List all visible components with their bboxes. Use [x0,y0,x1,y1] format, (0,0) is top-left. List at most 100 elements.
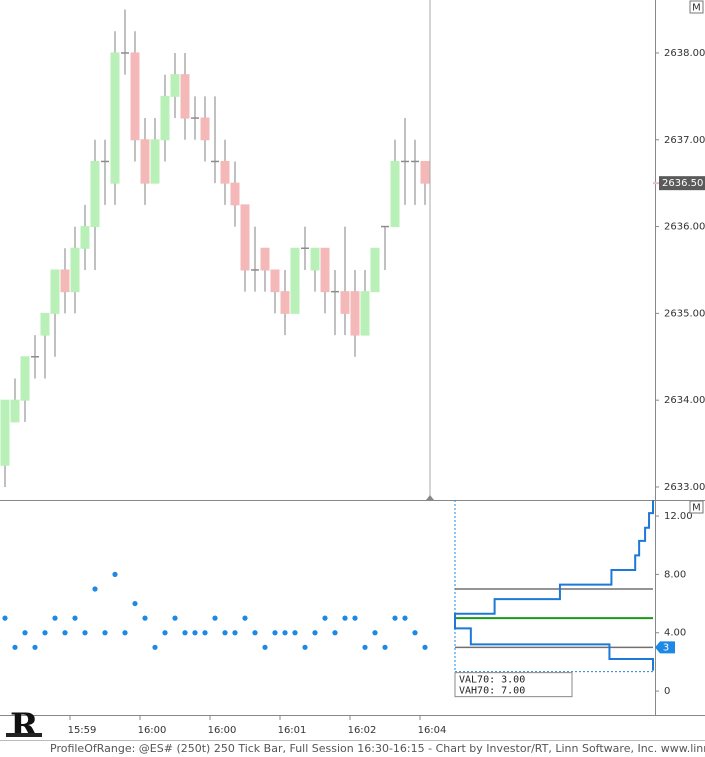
dot [122,630,128,636]
dot [312,630,318,636]
dot [362,644,368,650]
y-tick-label: 2634.00 [664,395,705,406]
last-price-box [659,176,705,191]
dot [302,644,308,650]
logo-r: R [10,706,39,746]
candle-body [350,291,360,336]
dot [322,615,328,621]
footer: ProfileOfRange: @ES# (250t) 250 Tick Bar… [50,742,705,755]
vah-label: VAH70: 7.00 [459,686,525,697]
candle-body [180,74,190,119]
dot [132,600,138,607]
candle-body [170,74,180,97]
x-tick-label: 16:04 [418,725,447,736]
dot [192,630,198,636]
dot [342,615,348,621]
dot [172,615,178,621]
candle-body [10,399,20,423]
dot [272,630,278,636]
candle-body [360,291,370,336]
dot [112,571,118,577]
last-value-marker [655,641,675,654]
dot [252,630,258,636]
dot [142,615,148,621]
candle-body [150,139,160,184]
candle-body [60,269,70,293]
dot [332,630,338,636]
dot [52,615,58,621]
dot [372,630,378,636]
candle-body [240,204,250,271]
y-tick-label: 2638.00 [664,48,705,59]
x-tick-label: 16:00 [138,725,167,736]
y-tick-label: 2635.00 [664,308,705,319]
dot [32,644,38,650]
dot [292,630,298,636]
dot [182,630,188,636]
dot [402,615,408,621]
candle-body [310,247,320,271]
candle-body [130,52,140,141]
dot [62,630,68,636]
logo: R [6,706,42,746]
panel-button-label: M [692,3,701,14]
dot [262,644,268,650]
dot [212,615,218,621]
dot [42,630,48,636]
candle-body [290,247,300,314]
dot [152,644,158,650]
profile-line [454,500,654,671]
candle-body [370,247,380,293]
dot [422,644,428,650]
val-label: VAL70: 3.00 [459,675,525,686]
logo-bar [6,733,42,737]
dot [72,615,78,621]
candle-body [40,312,50,336]
dot [162,630,168,636]
candle-body [320,247,330,293]
x-tick-label: 16:00 [208,725,237,736]
candle-body [50,269,60,314]
last-value-label: 3 [663,642,669,653]
cursor-marker [426,495,434,500]
dot [232,630,238,636]
dot [12,644,18,650]
candle-body [270,269,280,293]
dot [22,630,28,636]
candle-body [70,247,80,293]
candle-body [160,95,170,141]
dot [282,630,288,636]
value-area-box [454,672,573,698]
dot [102,630,108,636]
x-tick-label: 15:59 [68,725,97,736]
candle-body [0,399,10,466]
last-price-label: 2636.50 [662,178,703,189]
candle-body [200,117,210,141]
candle-body [20,356,30,401]
panel-button[interactable] [689,0,704,14]
candle-body [280,291,290,314]
panel-button[interactable] [689,500,704,514]
dot [382,644,388,650]
candle-body [260,247,270,271]
panel-button-label: M [692,503,701,514]
dot [392,615,398,621]
candle-body [420,160,430,184]
y-tick-label: 2633.00 [664,482,705,493]
candle-body [140,139,150,184]
y-tick-label: 0 [664,686,670,697]
x-tick-label: 16:01 [278,725,307,736]
candle-body [340,291,350,314]
dot [2,615,8,621]
dot [82,630,88,636]
dot [242,615,248,621]
dot [412,630,418,636]
y-tick-label: 2637.00 [664,135,705,146]
dot [202,630,208,636]
y-tick-label: 12.00 [664,511,693,522]
dot [92,586,98,592]
dot [352,615,358,621]
y-tick-label: 4.00 [664,628,686,639]
candle-body [110,52,120,184]
